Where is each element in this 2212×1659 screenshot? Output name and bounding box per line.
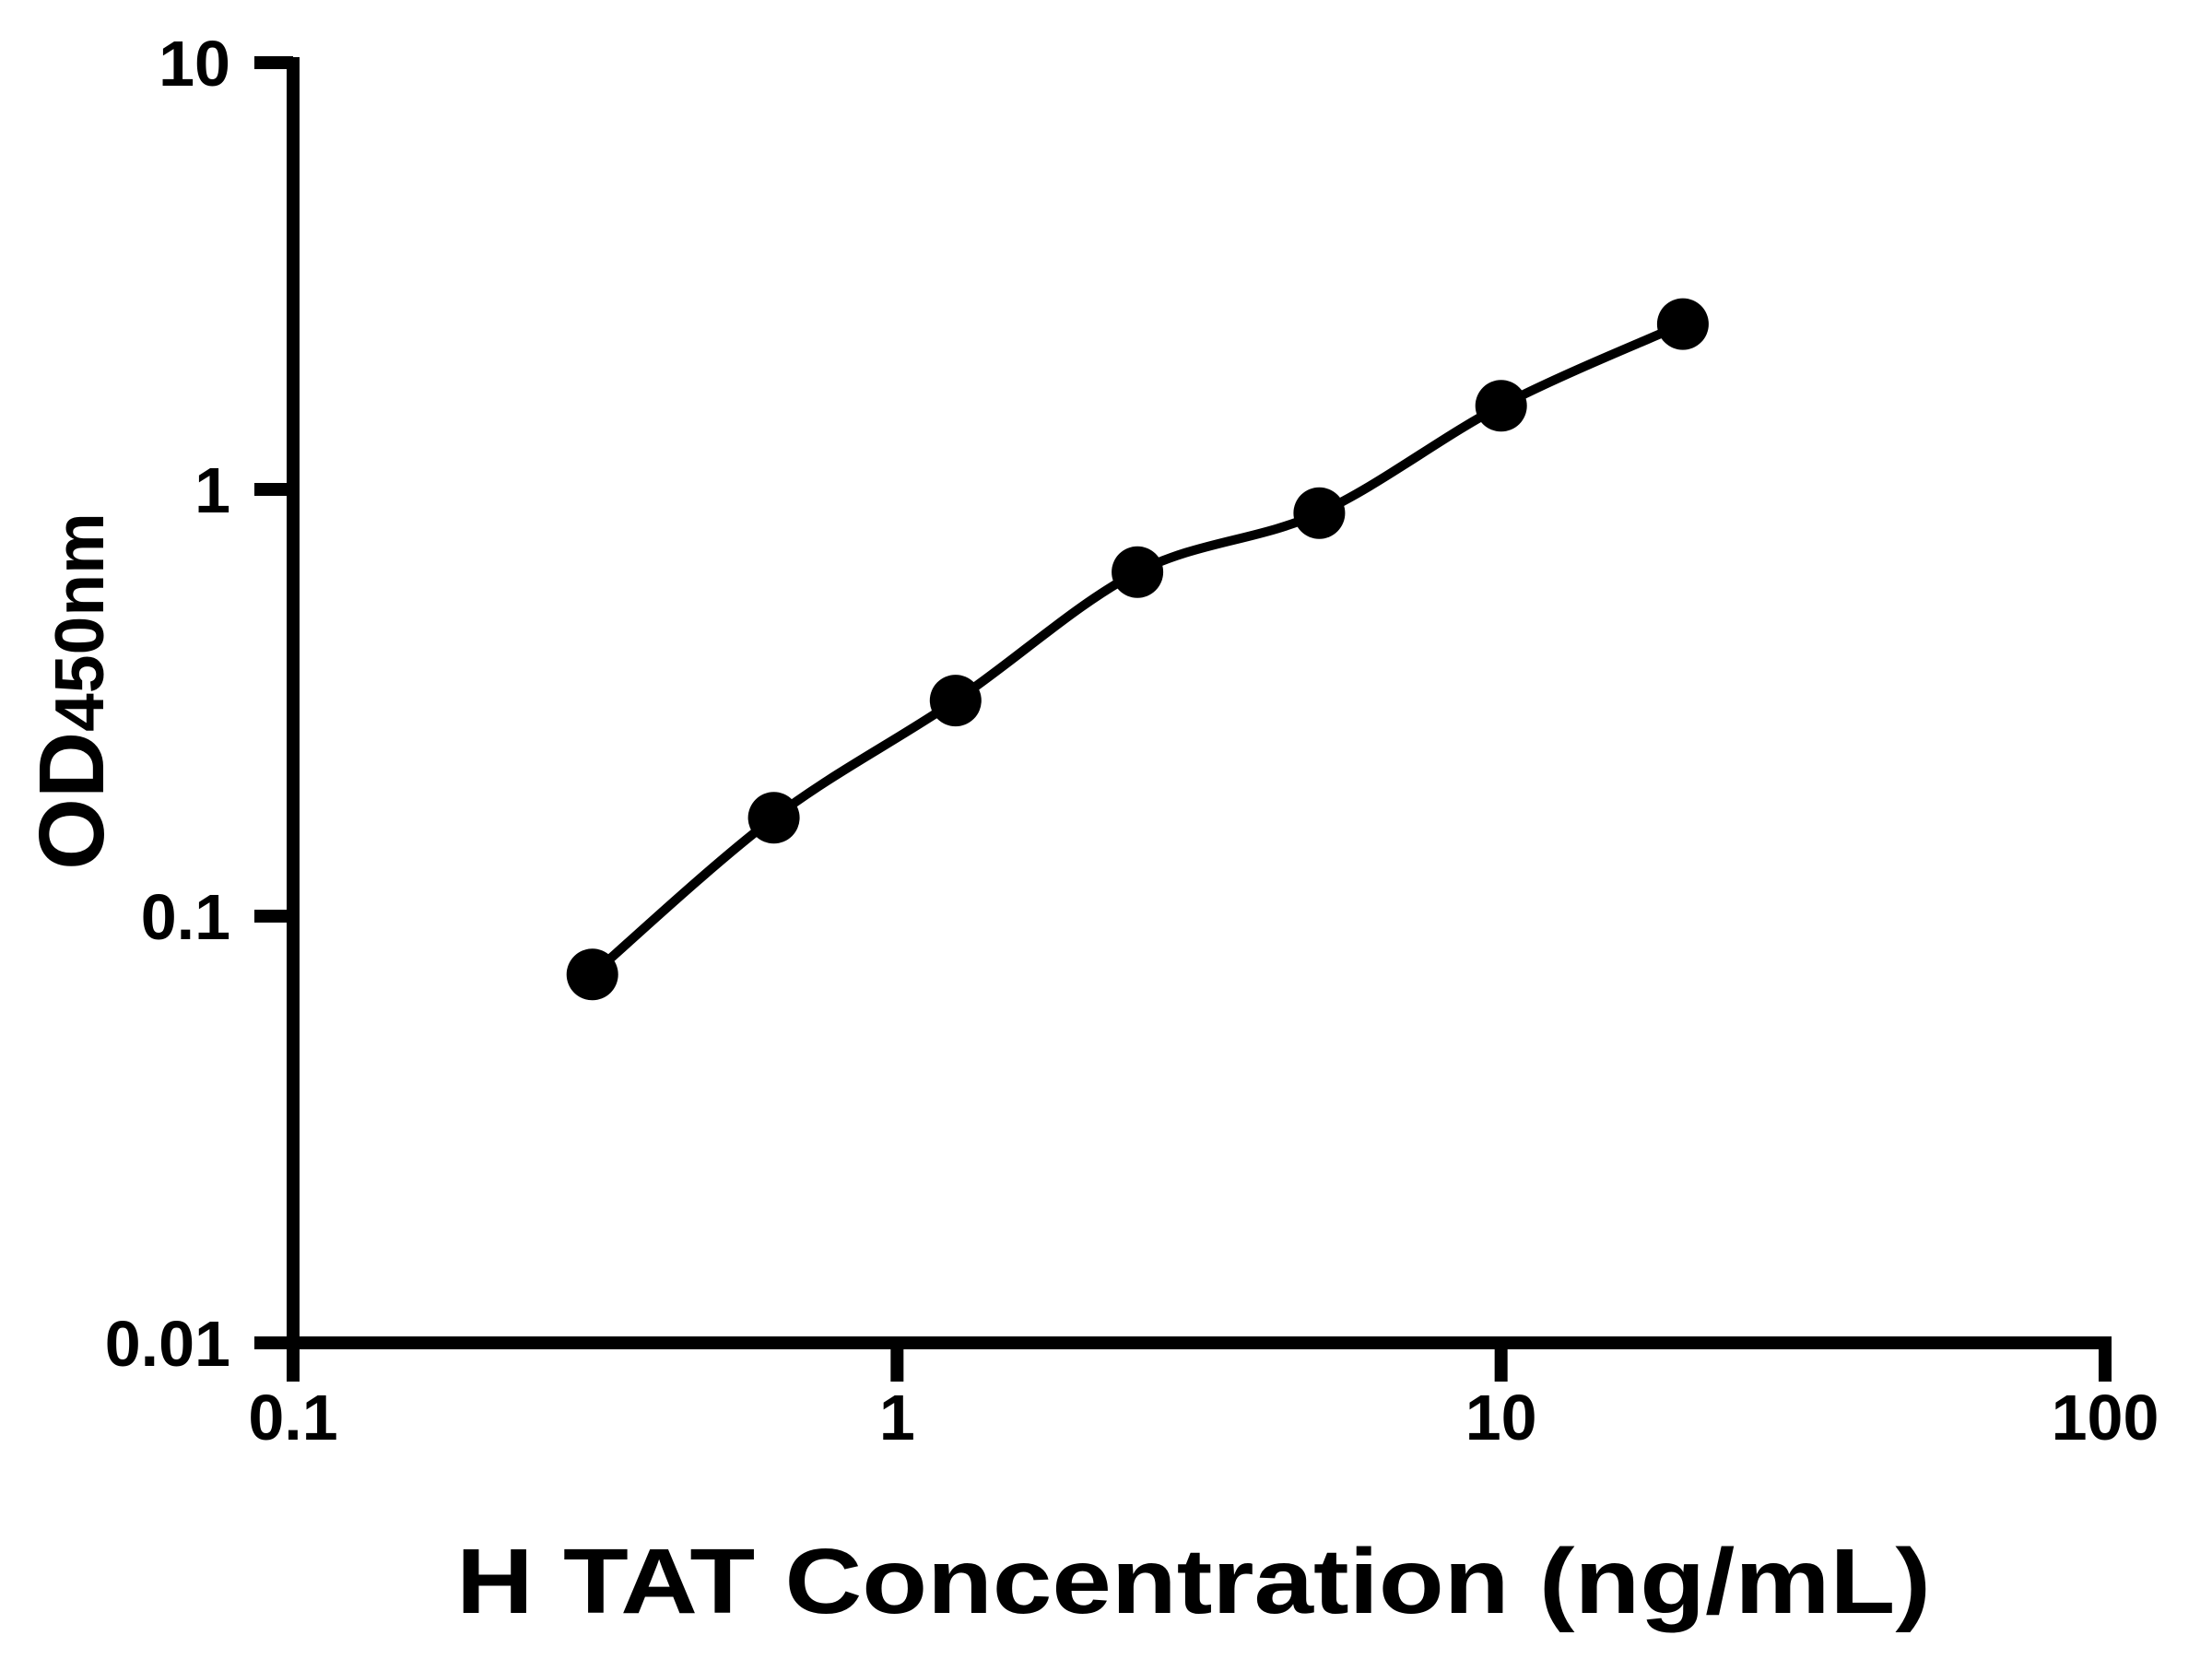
x-tick-label: 100 [2052, 1382, 2159, 1453]
y-axis-title-main: OD [20, 732, 124, 870]
x-axis-ticks: 0.1 1 10 100 [248, 1343, 2159, 1453]
x-tick-label: 0.1 [248, 1382, 337, 1453]
y-tick-label: 0.1 [141, 881, 230, 953]
data-point [1293, 487, 1346, 539]
data-points [566, 298, 1709, 1001]
y-tick-label: 1 [194, 454, 230, 526]
y-tick-label: 0.01 [105, 1308, 230, 1380]
data-point [566, 948, 618, 1001]
y-axis-title-subscript: 450nm [41, 512, 118, 732]
x-axis-title: H TAT Concentration (ng/mL) [456, 1530, 1931, 1633]
data-point [1656, 298, 1709, 350]
x-tick-label: 1 [879, 1382, 915, 1453]
axis-lines [287, 57, 2112, 1349]
data-point [1475, 380, 1527, 432]
y-axis-title: OD450nm [20, 512, 124, 870]
y-tick-label: 10 [159, 28, 230, 100]
y-axis-ticks: 0.01 0.1 1 10 [105, 28, 293, 1380]
x-tick-label: 10 [1465, 1382, 1537, 1453]
data-point [747, 792, 800, 844]
data-point [1112, 546, 1164, 598]
data-point [929, 675, 982, 727]
